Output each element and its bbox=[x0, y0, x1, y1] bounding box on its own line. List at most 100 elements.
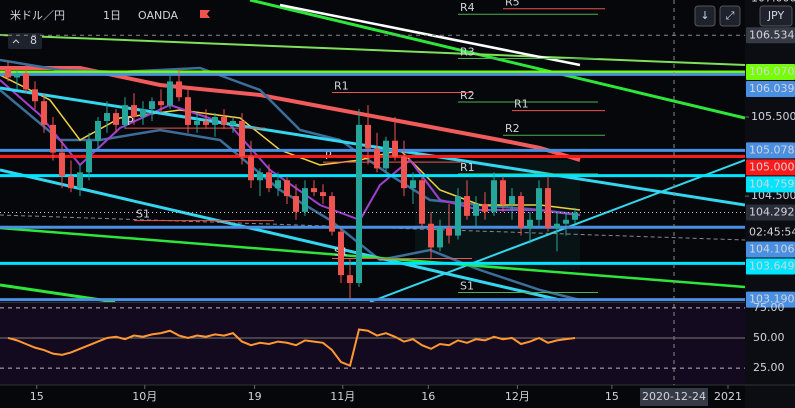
candle-body bbox=[500, 180, 506, 204]
candle-body bbox=[509, 196, 515, 204]
candle-body bbox=[158, 101, 164, 106]
candle-body bbox=[275, 180, 281, 189]
price-label-box bbox=[746, 27, 795, 44]
broker: OANDA bbox=[138, 9, 178, 22]
channel-shade bbox=[415, 160, 580, 270]
candle-body bbox=[338, 231, 344, 276]
candle-body bbox=[59, 152, 65, 177]
candle-body bbox=[329, 196, 335, 232]
price-label-box bbox=[746, 142, 795, 159]
pivot-label: S1 bbox=[460, 280, 474, 293]
candle-body bbox=[248, 156, 254, 181]
candle-body bbox=[257, 172, 263, 181]
price-axis bbox=[745, 0, 795, 408]
candle-body bbox=[284, 180, 290, 197]
candle-body bbox=[176, 81, 182, 98]
candle-body bbox=[491, 180, 497, 212]
candle-body bbox=[95, 120, 101, 141]
candle-body bbox=[68, 176, 74, 189]
candle-body bbox=[14, 73, 20, 78]
indicator-toggle[interactable] bbox=[8, 33, 42, 49]
candle-body bbox=[5, 69, 11, 78]
candle-body bbox=[365, 124, 371, 149]
price-label-box bbox=[746, 241, 795, 258]
currency-box[interactable] bbox=[759, 5, 793, 27]
price-label: 106.070 bbox=[749, 65, 795, 78]
candle-body bbox=[410, 180, 416, 189]
trendline bbox=[0, 226, 745, 289]
x-tick-label: 10月 bbox=[132, 390, 157, 403]
indicator-count: 8 bbox=[30, 34, 37, 47]
candle-body bbox=[536, 188, 542, 220]
candle-body bbox=[347, 275, 353, 284]
y-tick-label: 105.500 bbox=[751, 110, 795, 123]
interval: 1日 bbox=[103, 9, 121, 22]
price-label: 104.292 bbox=[749, 206, 795, 219]
candle-body bbox=[473, 203, 479, 216]
candle-body bbox=[32, 89, 38, 102]
candle-body bbox=[86, 140, 92, 173]
candle-body bbox=[554, 223, 560, 228]
pivot-label: R5 bbox=[505, 0, 520, 9]
candle-body bbox=[437, 227, 443, 248]
candle-body bbox=[302, 188, 308, 212]
candle-body bbox=[464, 196, 470, 216]
candle-body bbox=[563, 219, 569, 224]
candle-body bbox=[383, 140, 389, 169]
trendline bbox=[279, 3, 581, 67]
candle-body bbox=[23, 73, 29, 90]
price-label: 105.078 bbox=[749, 143, 795, 156]
trendline bbox=[0, 168, 561, 302]
candle-body bbox=[266, 172, 272, 189]
candle-body bbox=[455, 196, 461, 236]
flag-icon[interactable] bbox=[200, 10, 210, 18]
candle-body bbox=[356, 124, 362, 284]
price-label-box bbox=[746, 258, 795, 275]
y-tick-label: 107.000 bbox=[751, 0, 795, 4]
countdown: 02:45:54 bbox=[749, 226, 795, 239]
x-tick-label: 2021 bbox=[714, 390, 742, 403]
candle-body bbox=[419, 180, 425, 224]
crosshair-x-label: 2020-12-24 bbox=[642, 390, 706, 403]
button[interactable] bbox=[719, 5, 741, 27]
candle-body bbox=[311, 188, 317, 193]
price-label: 104.106 bbox=[749, 243, 795, 256]
candle-body bbox=[572, 212, 578, 220]
button-icon: ↓ bbox=[700, 9, 709, 22]
price-label: 103.649 bbox=[749, 260, 795, 273]
price-label: 106.534 bbox=[749, 28, 795, 41]
candle-body bbox=[167, 81, 173, 106]
candle-body bbox=[482, 203, 488, 212]
button[interactable] bbox=[694, 5, 716, 27]
pivot-label: R4 bbox=[460, 1, 475, 14]
pivot-label: R1 bbox=[460, 161, 475, 174]
x-tick-label: 15 bbox=[30, 390, 44, 403]
x-tick-label: 11月 bbox=[330, 390, 355, 403]
x-tick-label: 12月 bbox=[505, 390, 530, 403]
candle-body bbox=[113, 113, 119, 125]
candle-body bbox=[50, 124, 56, 153]
candle-body bbox=[149, 101, 155, 110]
candle-body bbox=[239, 120, 245, 157]
oscillator-tick-label: 50.00 bbox=[753, 331, 785, 344]
x-tick-label: 19 bbox=[248, 390, 262, 403]
candle-body bbox=[518, 196, 524, 228]
x-tick-label: 15 bbox=[605, 390, 619, 403]
pivot-label: R1 bbox=[334, 79, 349, 92]
price-label-box bbox=[746, 80, 795, 97]
candle-body bbox=[446, 227, 452, 236]
candle-body bbox=[428, 223, 434, 248]
candle-body bbox=[185, 97, 191, 125]
candle-body bbox=[293, 196, 299, 212]
candle-body bbox=[545, 188, 551, 228]
oscillator-tick-label: 75.00 bbox=[753, 301, 785, 314]
price-label-box bbox=[746, 204, 795, 221]
price-label-box bbox=[746, 159, 795, 176]
candle-body bbox=[140, 109, 146, 118]
candle-body bbox=[230, 120, 236, 125]
price-label: 105.000 bbox=[749, 160, 795, 173]
oscillator-panel bbox=[0, 303, 745, 385]
candle-body bbox=[194, 120, 200, 125]
x-tick-label: 16 bbox=[421, 390, 435, 403]
pivot-label: R2 bbox=[460, 89, 475, 102]
